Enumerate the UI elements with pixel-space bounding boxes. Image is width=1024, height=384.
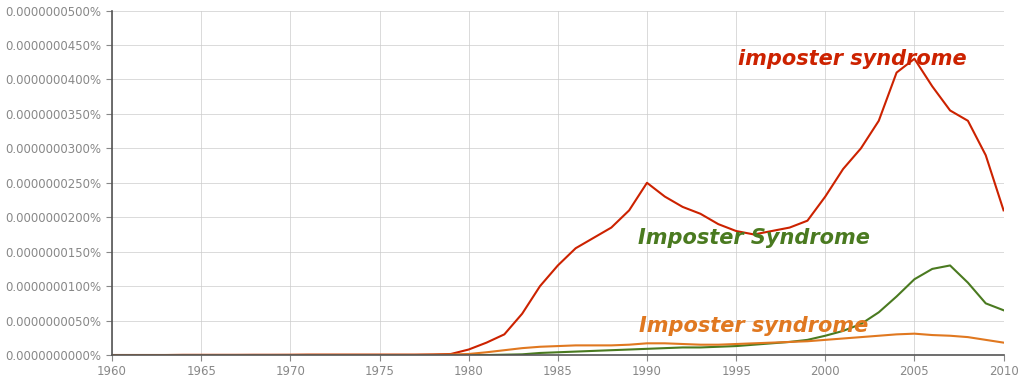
Text: Imposter syndrome: Imposter syndrome xyxy=(639,316,868,336)
Text: Imposter Syndrome: Imposter Syndrome xyxy=(638,228,870,248)
Text: imposter syndrome: imposter syndrome xyxy=(737,49,967,69)
